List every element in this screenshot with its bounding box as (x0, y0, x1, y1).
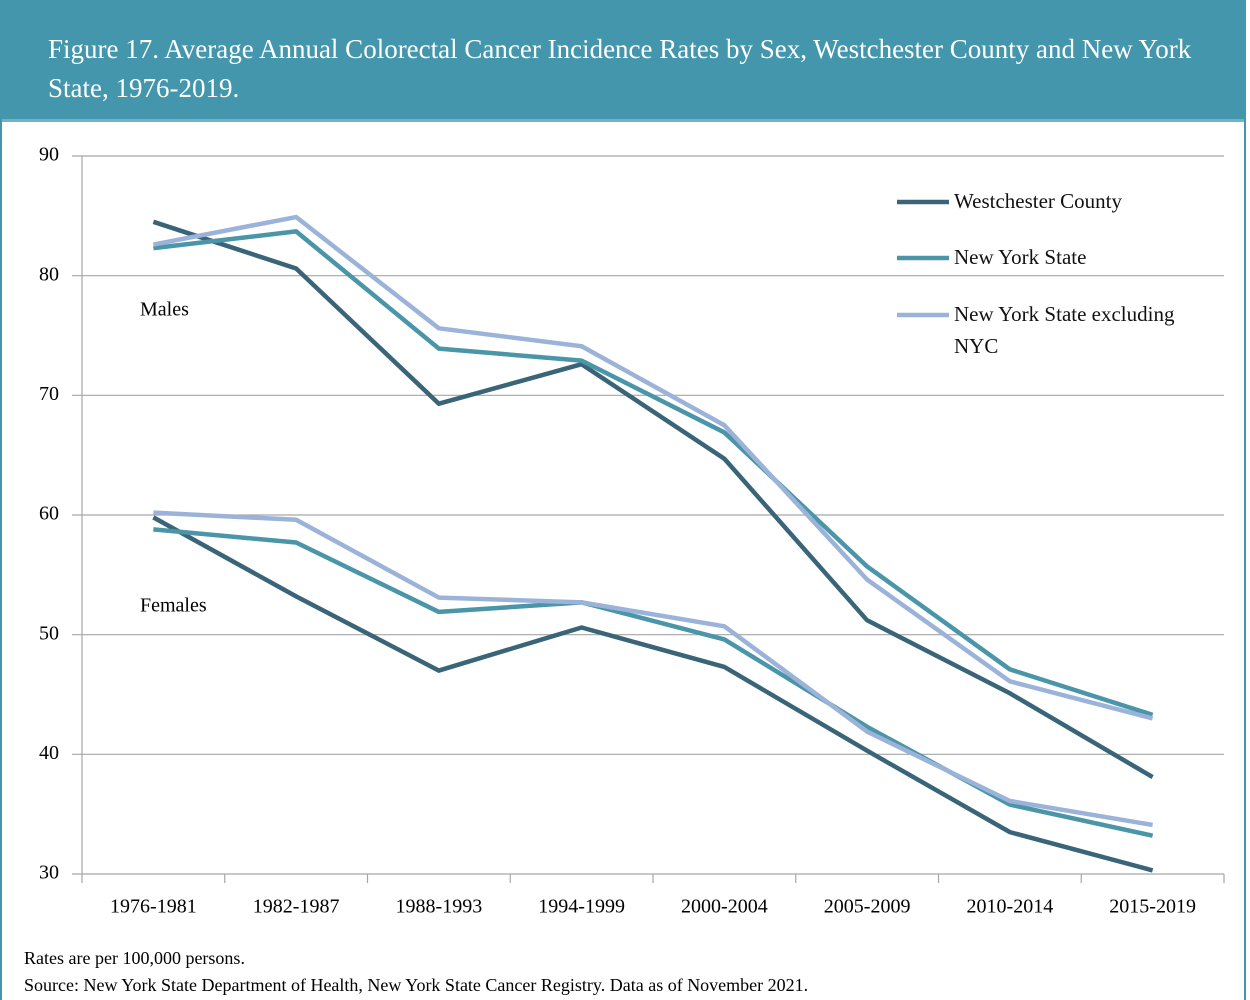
y-tick-label: 60 (39, 503, 59, 525)
x-tick-label: 1982-1987 (253, 896, 340, 918)
legend-label: New York State excluding NYC (954, 302, 1175, 358)
line-series (152, 515, 1154, 873)
y-tick-label: 30 (39, 862, 59, 884)
annotation: Males (140, 299, 189, 321)
line-series (153, 229, 1154, 717)
annotation: Females (140, 595, 207, 617)
note: Source: New York State Department of Hea… (24, 975, 809, 995)
line-series (153, 510, 1154, 828)
header: Figure 17. Average Annual Colorectal Can… (2, 0, 1244, 122)
y-tick-label: 70 (39, 383, 59, 405)
line-series (152, 214, 1154, 721)
x-tick-label: 2005-2009 (824, 896, 911, 918)
y-tick-label: 90 (39, 144, 59, 166)
legend-label: New York State (954, 245, 1087, 269)
line-series (153, 527, 1154, 838)
x-tick-label: 2010-2014 (967, 896, 1054, 918)
note: Rates are per 100,000 persons. (24, 948, 245, 968)
y-tick-label: 40 (39, 742, 59, 764)
line-series (152, 219, 1154, 780)
x-tick-label: 1988-1993 (396, 896, 483, 918)
x-tick-label: 1994-1999 (538, 896, 625, 918)
x-tick-label: 2015-2019 (1109, 896, 1196, 918)
y-tick-label: 50 (39, 622, 59, 644)
y-tick-label: 80 (39, 263, 59, 285)
chart-title: Figure 17. Average Annual Colorectal Can… (48, 34, 1192, 103)
x-tick-label: 1976-1981 (110, 896, 197, 918)
legend-label: Westchester County (954, 189, 1123, 213)
x-tick-label: 2000-2004 (681, 896, 768, 918)
